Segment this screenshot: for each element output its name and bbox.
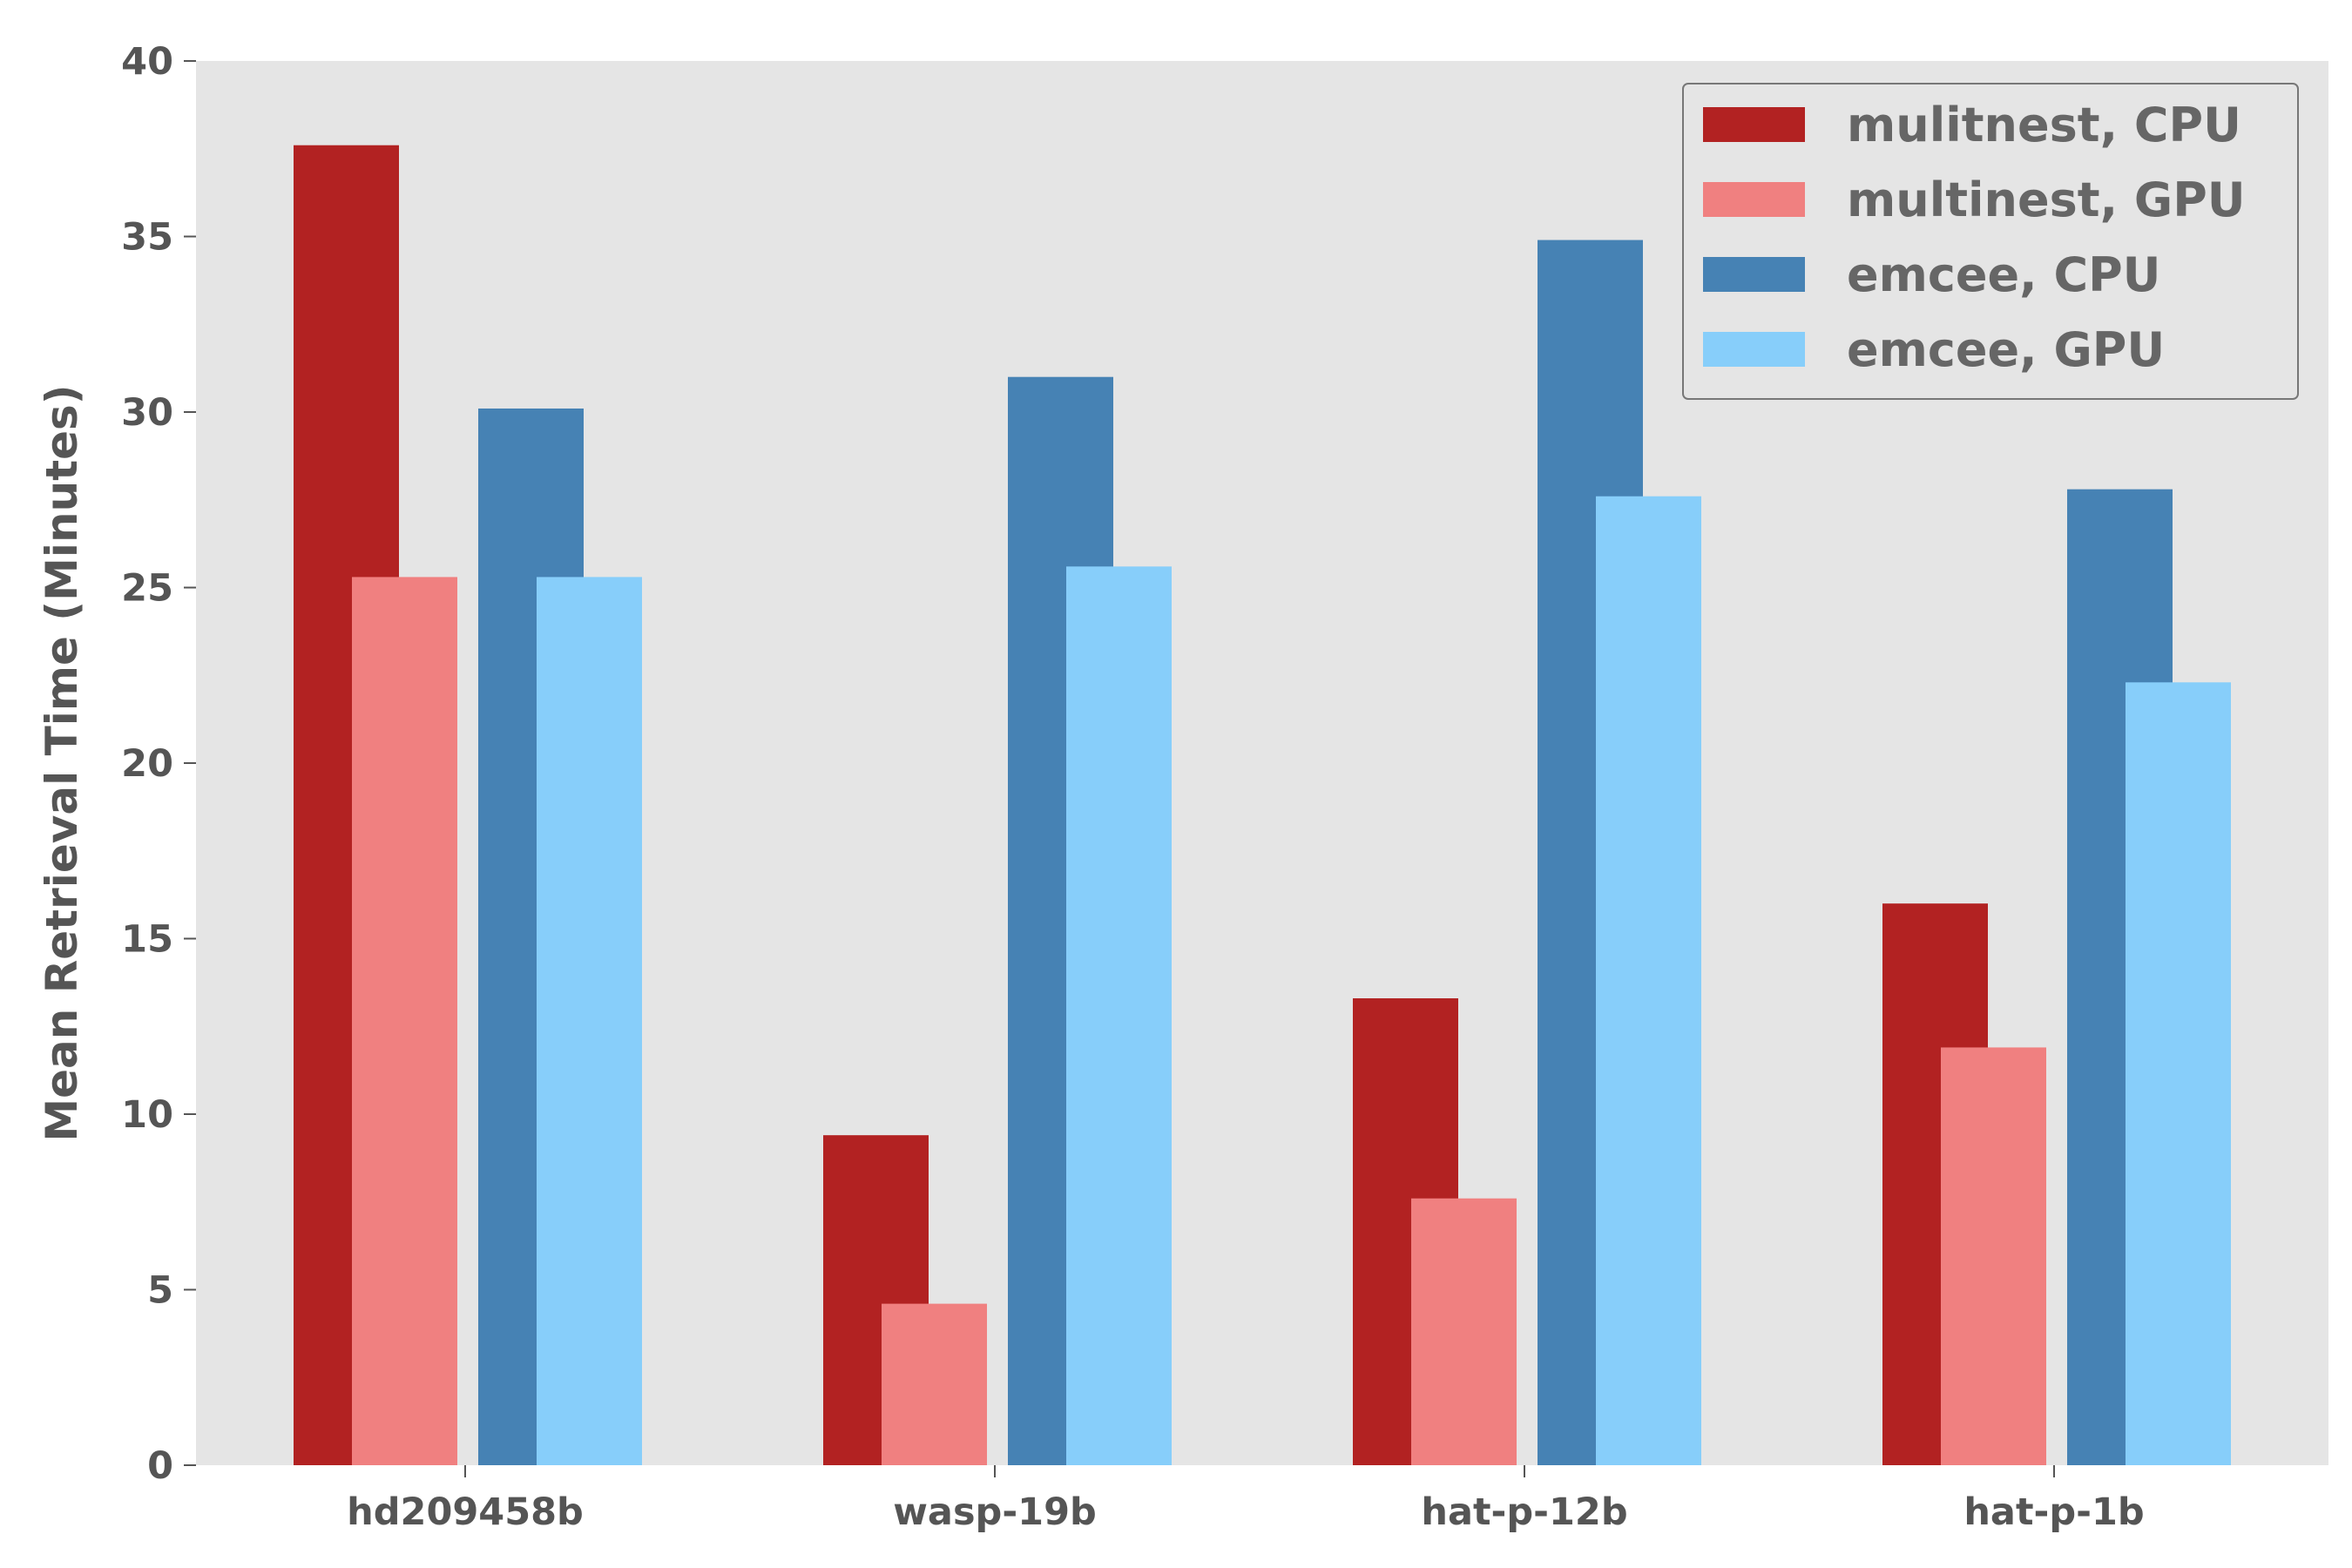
y-tick-label: 5 — [147, 1269, 173, 1313]
bar-wasp-19b-series-3 — [1066, 566, 1172, 1465]
x-tick-label: wasp-19b — [893, 1490, 1097, 1534]
legend-label-1: multinest, GPU — [1847, 172, 2246, 227]
legend-swatch-2 — [1703, 257, 1805, 292]
bar-hat-p-1b-series-1 — [1941, 1047, 2046, 1465]
bars-group — [294, 145, 2231, 1466]
y-tick-label: 30 — [121, 391, 173, 435]
y-tick-label: 15 — [121, 918, 173, 962]
bar-wasp-19b-series-1 — [882, 1303, 987, 1465]
x-axis: hd209458b wasp-19b hat-p-12b hat-p-1b — [347, 1465, 2145, 1534]
legend-label-0: mulitnest, CPU — [1847, 98, 2241, 152]
y-tick-label: 25 — [121, 567, 173, 611]
y-axis-label: Mean Retrieval Time (Minutes) — [37, 384, 87, 1141]
legend-label-2: emcee, CPU — [1847, 247, 2161, 302]
x-tick-label: hat-p-12b — [1421, 1490, 1627, 1534]
y-tick-label: 10 — [121, 1093, 173, 1137]
legend: mulitnest, CPU multinest, GPU emcee, CPU em… — [1682, 83, 2299, 400]
x-tick-label: hat-p-1b — [1963, 1490, 2144, 1534]
y-tick-label: 40 — [121, 40, 173, 84]
legend-swatch-0 — [1703, 107, 1805, 142]
y-tick-label: 0 — [147, 1444, 173, 1488]
legend-box — [1682, 83, 2299, 400]
y-tick-label: 20 — [121, 742, 173, 786]
x-tick-label: hd209458b — [347, 1490, 584, 1534]
legend-swatch-3 — [1703, 332, 1805, 367]
bar-hat-p-1b-series-3 — [2126, 682, 2231, 1465]
bar-hat-p-12b-series-1 — [1411, 1198, 1517, 1465]
y-axis: 0 5 10 15 20 25 30 35 40 — [121, 40, 196, 1488]
y-tick-label: 35 — [121, 216, 173, 260]
legend-swatch-1 — [1703, 182, 1805, 217]
bar-hd209458b-series-3 — [537, 577, 642, 1465]
bar-hd209458b-series-1 — [352, 577, 457, 1465]
legend-label-3: emcee, GPU — [1847, 322, 2165, 377]
bar-hat-p-12b-series-3 — [1596, 496, 1701, 1465]
